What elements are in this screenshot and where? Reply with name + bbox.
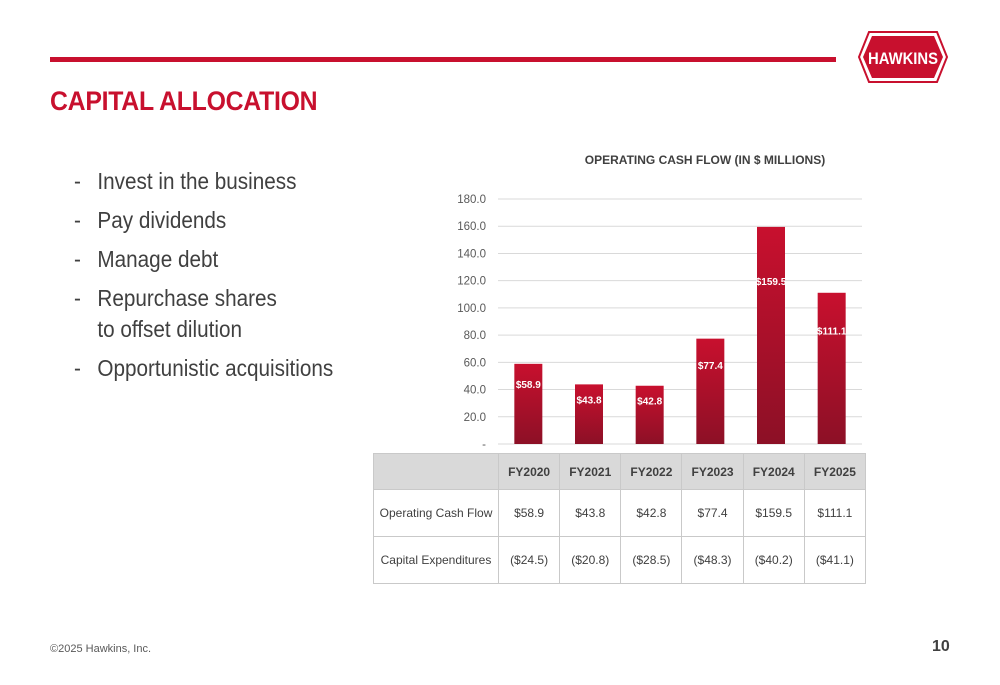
copyright-notice: ©2025 Hawkins, Inc. [50, 643, 152, 655]
bar-fy2023 [696, 338, 725, 444]
y-tick-label: 40.0 [464, 385, 486, 397]
bar-data-label: $43.8 [576, 395, 601, 406]
table-header-cell: FY2021 [559, 453, 622, 490]
logo-text: HAWKINS [868, 49, 938, 68]
table-header-cell: FY2025 [803, 453, 867, 490]
bullet-item: - Repurchase shares to offset dilution [74, 283, 333, 345]
bullet-dash: - [74, 285, 81, 311]
table-header-cell: FY2023 [681, 453, 744, 490]
page-title: CAPITAL ALLOCATION [50, 86, 318, 116]
bullet-text: Pay dividends [97, 207, 227, 233]
bar-fy2020 [514, 363, 543, 444]
table-header-row: FY2020 FY2021 FY2022 FY2023 FY2024 FY202… [373, 453, 867, 490]
table-cell: ($20.8) [559, 536, 622, 584]
bar-data-label: $58.9 [516, 380, 541, 391]
bar-data-label: $42.8 [637, 396, 662, 407]
y-tick-label: 140.0 [457, 248, 486, 260]
table-cell: $42.8 [620, 489, 683, 537]
bullet-item: - Opportunistic acquisitions [74, 353, 333, 384]
y-tick-label: 80.0 [464, 330, 486, 342]
y-tick-label: 60.0 [464, 357, 486, 369]
bar-data-label: $77.4 [698, 361, 723, 372]
y-tick-label: - [482, 439, 486, 451]
table-row-label: Capital Expenditures [373, 536, 499, 584]
bullet-text-continued: to offset dilution [97, 316, 243, 342]
table-cell: $77.4 [681, 489, 744, 537]
y-tick-label: 100.0 [457, 303, 486, 315]
table-cell: ($24.5) [497, 536, 561, 584]
bullet-item: - Manage debt [74, 244, 333, 275]
table-cell: $58.9 [497, 489, 561, 537]
table-cell: ($48.3) [681, 536, 744, 584]
bullet-item: - Invest in the business [74, 166, 333, 197]
bar-fy2025 [817, 292, 846, 444]
table-cell: ($41.1) [803, 536, 867, 584]
hawkins-logo: HAWKINS [857, 31, 949, 83]
table-header-cell: FY2024 [742, 453, 805, 490]
bullet-text: Invest in the business [97, 168, 297, 194]
operating-cash-flow-chart: - 20.0 40.0 60.0 80.0 100.0 120.0 140.0 160.0 180… [457, 194, 862, 451]
table-cell: ($28.5) [620, 536, 683, 584]
table-cell: $111.1 [803, 489, 867, 537]
y-tick-label: 120.0 [457, 276, 486, 288]
table-cell: ($40.2) [742, 536, 805, 584]
table-header-corner [373, 453, 499, 490]
table-cell: $43.8 [559, 489, 622, 537]
bullet-dash: - [74, 246, 81, 272]
y-tick-label: 160.0 [457, 221, 486, 233]
bullet-text: Opportunistic acquisitions [97, 355, 334, 381]
table-row: Operating Cash Flow $58.9 $43.8 $42.8 $7… [373, 489, 867, 537]
bullet-dash: - [74, 355, 81, 381]
bullet-list: - Invest in the business - Pay dividends… [74, 166, 362, 392]
bar-fy2022 [635, 385, 664, 444]
header-rule [50, 57, 836, 62]
page-number: 10 [932, 638, 950, 655]
bullet-dash: - [74, 168, 81, 194]
bullet-item: - Pay dividends [74, 205, 333, 236]
bullet-dash: - [74, 207, 81, 233]
cash-flow-table: FY2020 FY2021 FY2022 FY2023 FY2024 FY202… [373, 453, 867, 584]
bar-data-label: $159.5 [756, 277, 787, 288]
y-tick-label: 20.0 [464, 412, 486, 424]
bar-fy2021 [575, 384, 603, 444]
chart-title: OPERATING CASH FLOW (IN $ MILLIONS) [584, 153, 826, 167]
table-header-cell: FY2022 [620, 453, 683, 490]
table-row: Capital Expenditures ($24.5) ($20.8) ($2… [373, 536, 867, 584]
table-header-cell: FY2020 [497, 453, 561, 490]
bullet-text: Manage debt [97, 246, 219, 272]
table-row-label: Operating Cash Flow [373, 489, 499, 537]
bullet-text: Repurchase shares [97, 285, 277, 311]
bar-data-label: $111.1 [817, 327, 847, 338]
table-cell: $159.5 [742, 489, 805, 537]
bar-fy2024 [757, 226, 785, 444]
y-tick-label: 180.0 [457, 194, 486, 206]
